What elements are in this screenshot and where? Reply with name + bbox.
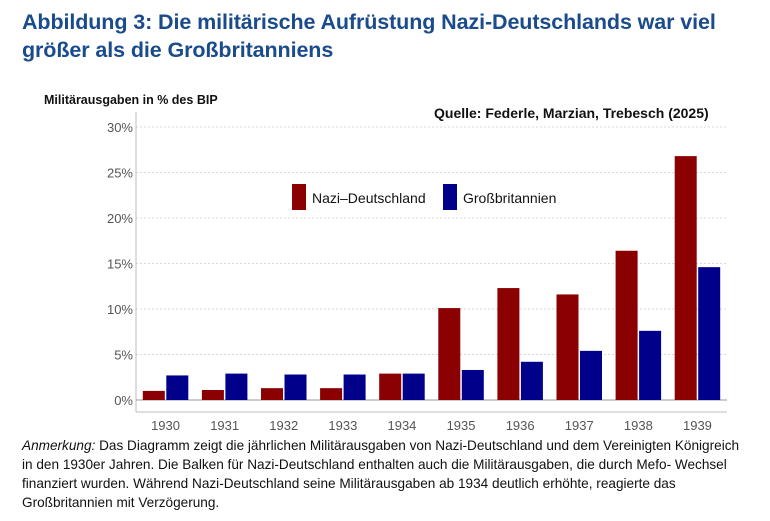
source-label: Quelle: Federle, Marzian, Trebesch (2025… (434, 105, 709, 121)
bar-grossbritannien-1936 (520, 361, 543, 400)
legend: Nazi–Deutschland Großbritannien (292, 184, 556, 210)
x-tick-label: 1932 (269, 418, 298, 433)
grid-lines (136, 126, 727, 355)
y-tick-label: 10% (107, 302, 133, 317)
x-tick-label: 1931 (210, 418, 239, 433)
bar-grossbritannien-1930 (166, 375, 189, 400)
legend-swatch (443, 184, 457, 210)
bar-grossbritannien-1939 (698, 267, 721, 400)
bar-nazi-deutschland-1938 (615, 250, 638, 400)
bar-nazi-deutschland-1939 (674, 156, 697, 400)
bar-nazi-deutschland-1934 (379, 373, 402, 400)
bar-nazi-deutschland-1933 (320, 388, 343, 400)
y-tick-label: 15% (107, 257, 133, 272)
bar-grossbritannien-1935 (461, 369, 484, 400)
x-tick-label: 1930 (151, 418, 180, 433)
y-tick-label: 5% (114, 348, 133, 363)
legend-swatch (292, 184, 306, 210)
bar-grossbritannien-1933 (343, 374, 366, 400)
y-tick-label: 0% (114, 393, 133, 408)
figure-title: Abbildung 3: Die militärische Aufrüstung… (22, 10, 716, 62)
legend-label: Großbritannien (463, 190, 556, 206)
y-tick-label: 25% (107, 166, 133, 181)
x-tick-label: 1934 (387, 418, 416, 433)
x-tick-labels: 1930 1931 1932 1933 1934 1935 1936 1937 1938 1939 (151, 418, 712, 433)
x-tick-label: 1933 (328, 418, 357, 433)
y-axis-title: Militärausgaben in % des BIP (44, 93, 218, 107)
bar-grossbritannien-1932 (284, 374, 307, 400)
y-tick-labels: 0% 5% 10% 15% 20% 25% 30% (107, 120, 133, 408)
y-tick-label: 20% (107, 211, 133, 226)
x-tick-label: 1938 (624, 418, 653, 433)
legend-label: Nazi–Deutschland (312, 190, 426, 206)
bar-grossbritannien-1931 (225, 373, 248, 400)
bar-nazi-deutschland-1930 (142, 390, 165, 400)
x-tick-label: 1935 (447, 418, 476, 433)
y-tick-label: 30% (107, 120, 133, 135)
bar-nazi-deutschland-1932 (261, 388, 283, 400)
bar-grossbritannien-1937 (580, 350, 602, 400)
bar-nazi-deutschland-1935 (438, 308, 461, 400)
x-tick-label: 1936 (506, 418, 535, 433)
axes (135, 112, 727, 413)
note-text: Das Diagramm zeigt die jährlichen Militä… (22, 438, 740, 510)
bar-nazi-deutschland-1936 (497, 288, 520, 400)
figure-note: Anmerkung: Das Diagramm zeigt die jährli… (22, 436, 752, 512)
note-label: Anmerkung: (22, 438, 96, 453)
x-tick-label: 1937 (565, 418, 594, 433)
bar-nazi-deutschland-1931 (201, 389, 224, 400)
x-tick-label: 1939 (683, 418, 712, 433)
bars (142, 156, 721, 400)
bar-nazi-deutschland-1937 (556, 294, 579, 400)
bar-grossbritannien-1938 (639, 330, 662, 400)
bar-grossbritannien-1934 (402, 373, 425, 400)
